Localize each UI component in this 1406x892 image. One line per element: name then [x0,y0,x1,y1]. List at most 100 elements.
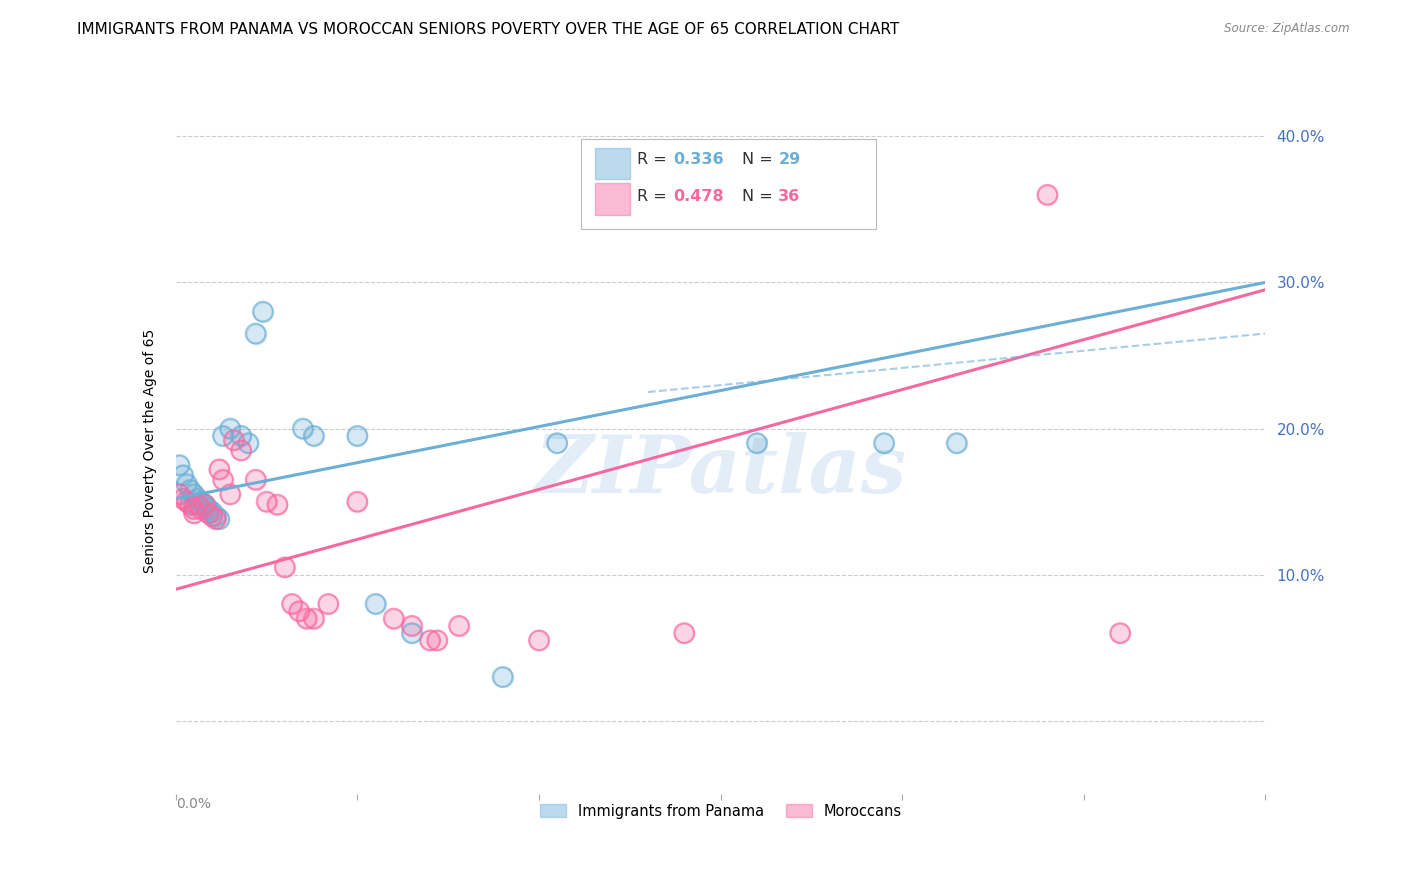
Point [172,491,194,506]
Point [245,326,267,341]
Point [172,468,194,483]
Point [419,633,441,648]
Point [291,421,314,435]
Point [169,458,191,472]
Point [176,477,198,491]
Legend: Immigrants from Panama, Moroccans: Immigrants from Panama, Moroccans [534,797,907,824]
FancyBboxPatch shape [595,183,630,215]
Point [745,436,768,450]
Point [172,491,194,506]
Point [401,619,423,633]
Point [401,626,423,640]
Point [527,633,550,648]
FancyBboxPatch shape [581,139,876,229]
Point [546,436,568,450]
Point [426,633,449,648]
Point [295,611,318,625]
Point [176,477,198,491]
Point [238,436,260,450]
Point [169,487,191,501]
Point [183,506,205,520]
Text: R =: R = [637,189,672,204]
Point [197,506,219,520]
Point [194,498,217,512]
Point [426,633,449,648]
Point [447,619,470,633]
Point [346,429,368,443]
Text: N =: N = [742,153,779,168]
Point [190,494,212,508]
Point [245,473,267,487]
Point [219,487,242,501]
Point [673,626,696,640]
Point [318,597,340,611]
Point [364,597,387,611]
Point [364,597,387,611]
Point [169,487,191,501]
Point [204,509,226,524]
Point [281,597,304,611]
Point [945,436,967,450]
Text: 0.336: 0.336 [673,153,724,168]
Point [419,633,441,648]
Point [186,498,209,512]
Point [183,487,205,501]
Point [212,473,235,487]
Point [194,498,217,512]
Point [302,429,325,443]
Point [190,494,212,508]
Point [382,611,405,625]
Point [201,505,224,519]
Point [208,462,231,476]
Point [945,436,967,450]
Point [222,434,245,448]
Point [201,509,224,524]
Point [176,494,198,508]
Point [179,498,201,512]
Point [183,487,205,501]
Text: R =: R = [637,153,672,168]
Point [274,560,297,574]
Text: IMMIGRANTS FROM PANAMA VS MOROCCAN SENIORS POVERTY OVER THE AGE OF 65 CORRELATIO: IMMIGRANTS FROM PANAMA VS MOROCCAN SENIO… [77,22,900,37]
Point [219,421,242,435]
Point [745,436,768,450]
Point [873,436,896,450]
Point [197,502,219,516]
Point [288,604,311,618]
Point [176,494,198,508]
Point [183,506,205,520]
Point [1109,626,1132,640]
Point [318,597,340,611]
Point [527,633,550,648]
Point [245,473,267,487]
Point [190,502,212,516]
Text: 36: 36 [779,189,800,204]
Point [208,512,231,526]
Point [401,619,423,633]
Point [245,326,267,341]
Point [231,443,253,458]
Text: Source: ZipAtlas.com: Source: ZipAtlas.com [1225,22,1350,36]
Point [252,304,274,318]
Point [219,487,242,501]
Point [204,512,226,526]
Point [179,483,201,497]
Point [256,494,278,508]
Text: 0.0%: 0.0% [176,797,211,812]
Point [447,619,470,633]
Point [204,512,226,526]
Point [219,421,242,435]
Point [1109,626,1132,640]
Point [266,498,288,512]
Point [288,604,311,618]
Point [212,429,235,443]
Point [231,429,253,443]
Point [492,670,515,684]
Point [231,443,253,458]
Point [274,560,297,574]
Point [346,429,368,443]
Text: ZIPatlas: ZIPatlas [534,433,907,510]
Point [197,506,219,520]
Point [873,436,896,450]
Point [190,502,212,516]
